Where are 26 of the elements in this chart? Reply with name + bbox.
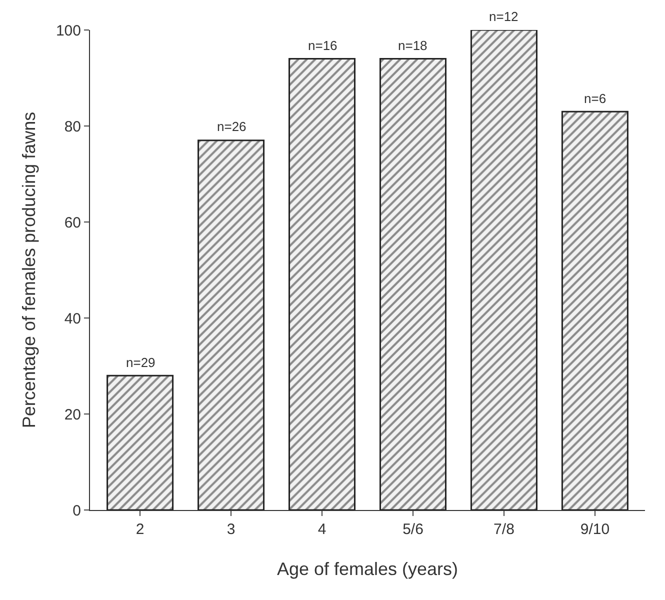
y-tick-label: 40 <box>64 310 81 328</box>
x-tick-label: 2 <box>136 521 144 538</box>
bar <box>379 58 446 510</box>
x-tick-label: 7/8 <box>494 521 514 538</box>
bar <box>198 140 265 510</box>
x-tick-label: 9/10 <box>580 521 610 538</box>
annotation: n=26 <box>217 119 246 134</box>
x-axis-title: Age of females (years) <box>276 559 458 580</box>
annotation: n=18 <box>398 38 428 53</box>
y-tick-label: 100 <box>56 22 81 40</box>
annotation: n=29 <box>126 355 156 370</box>
x-tick-label: 5/6 <box>402 521 424 538</box>
bar <box>470 30 538 510</box>
y-tick-label: 60 <box>64 214 81 232</box>
annotation: n=12 <box>489 9 518 24</box>
y-tick-label: 80 <box>64 118 81 136</box>
bar <box>106 374 174 510</box>
x-tick-label: 3 <box>226 521 236 538</box>
annotation: n=16 <box>308 38 338 53</box>
y-tick-label: 20 <box>64 406 81 424</box>
x-tick-label: 4 <box>318 521 326 538</box>
bar <box>561 110 628 510</box>
annotation: n=6 <box>584 91 606 106</box>
y-tick-label: 0 <box>72 502 81 520</box>
bar <box>288 58 356 510</box>
y-axis-title: Percentage of females producing fawns <box>19 112 40 428</box>
